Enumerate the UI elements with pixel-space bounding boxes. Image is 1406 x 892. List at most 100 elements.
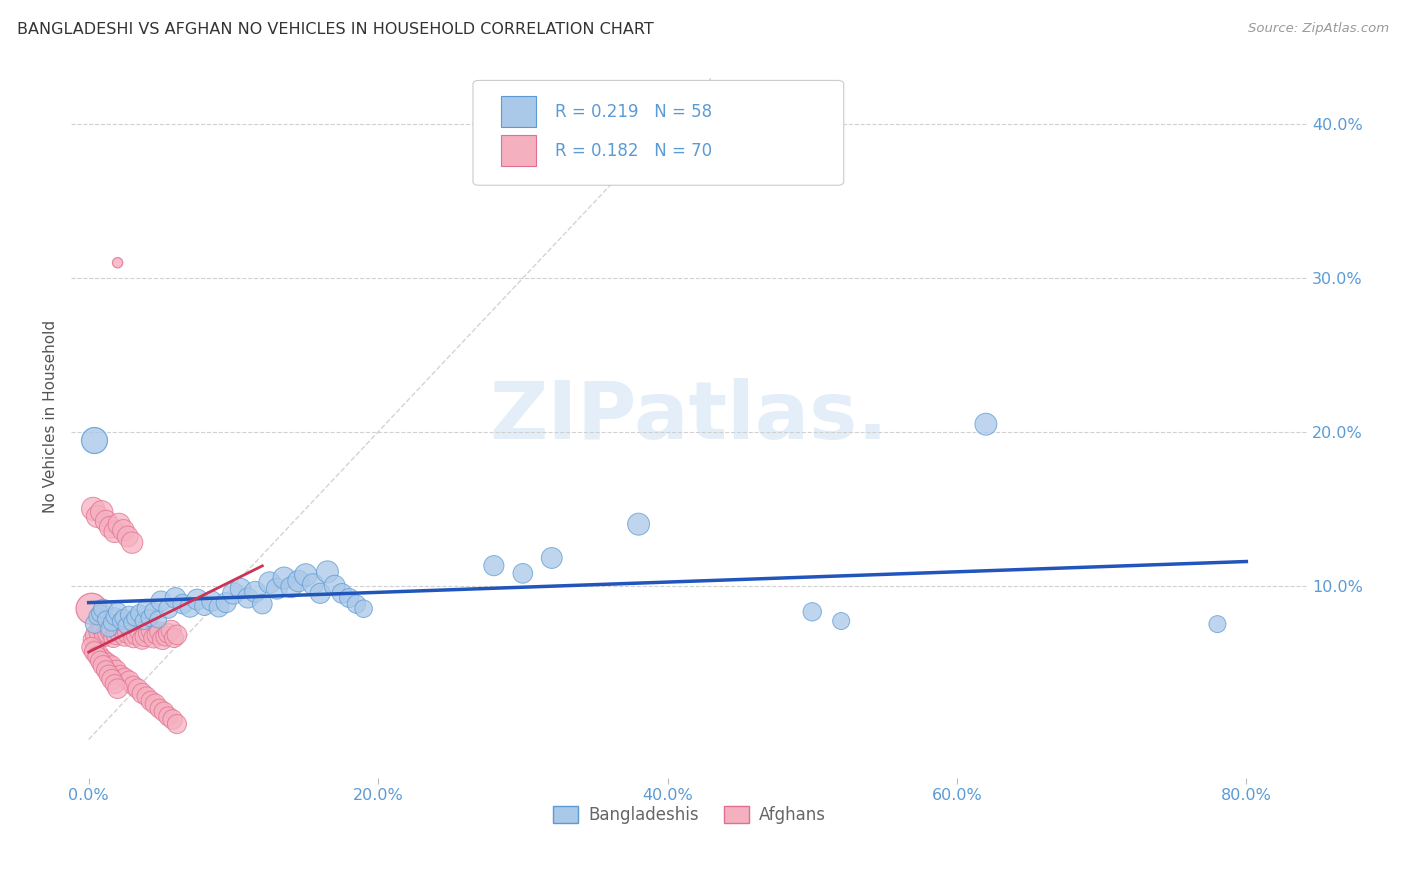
Point [353, 601, 375, 615]
Point [121, 615, 143, 630]
Point [86, 649, 108, 664]
Text: R = 0.219   N = 58: R = 0.219 N = 58 [554, 103, 711, 120]
Legend: Bangladeshis, Afghans: Bangladeshis, Afghans [547, 799, 832, 831]
Point [84, 628, 107, 642]
Point [108, 624, 131, 639]
Point [83, 433, 105, 447]
Point [122, 631, 145, 645]
Y-axis label: No Vehicles in Household: No Vehicles in Household [44, 320, 58, 513]
Point [80, 640, 103, 655]
Point [208, 600, 231, 615]
Point [96, 656, 118, 670]
Point [323, 579, 346, 593]
Point [163, 631, 186, 645]
Point [201, 594, 224, 608]
Point [309, 586, 332, 600]
Point [111, 622, 134, 636]
Point [273, 571, 295, 585]
Point [90, 622, 112, 636]
Point [118, 673, 141, 688]
Point [337, 591, 360, 605]
Point [179, 600, 201, 615]
Point [482, 558, 505, 573]
Point [266, 582, 288, 596]
Point [117, 529, 139, 543]
Point [157, 709, 180, 723]
Point [512, 566, 534, 581]
Point [100, 624, 122, 638]
Point [83, 643, 105, 657]
Point [97, 668, 120, 682]
Point [627, 517, 650, 532]
Point [90, 505, 112, 519]
Point [120, 624, 142, 638]
Bar [502, 96, 536, 127]
Point [82, 632, 104, 647]
Point [138, 611, 160, 625]
Point [101, 658, 124, 673]
Point [104, 677, 127, 691]
Point [122, 679, 145, 693]
Point [114, 629, 136, 643]
Point [280, 580, 302, 594]
Point [135, 601, 157, 615]
Point [145, 628, 167, 642]
Point [830, 614, 852, 628]
Point [801, 605, 824, 619]
Point [125, 628, 148, 642]
Point [124, 611, 146, 625]
Point [142, 631, 165, 645]
Point [86, 509, 108, 524]
Point [136, 626, 159, 640]
Point [101, 615, 124, 630]
Point [91, 658, 114, 673]
Point [128, 624, 150, 639]
Point [166, 717, 188, 731]
Point [89, 607, 111, 621]
Point [165, 591, 187, 605]
Point [91, 652, 114, 666]
Point [105, 628, 128, 642]
Point [114, 671, 136, 685]
Point [294, 568, 316, 582]
Point [142, 605, 165, 619]
Point [86, 609, 108, 624]
Point [115, 618, 138, 632]
Point [101, 673, 124, 687]
Point [87, 624, 110, 639]
Point [91, 601, 114, 615]
Point [149, 624, 172, 639]
Point [80, 601, 103, 615]
Point [110, 668, 132, 682]
Point [132, 614, 155, 628]
Point [93, 629, 115, 643]
Point [117, 626, 139, 640]
Point [107, 256, 129, 270]
Point [139, 624, 162, 638]
Text: Source: ZipAtlas.com: Source: ZipAtlas.com [1249, 22, 1389, 36]
Point [103, 631, 125, 645]
Point [157, 601, 180, 615]
Point [104, 609, 127, 624]
Text: ZIPatlas.: ZIPatlas. [489, 377, 889, 456]
Point [110, 614, 132, 628]
Point [131, 686, 153, 700]
Point [160, 624, 183, 638]
Point [974, 417, 997, 432]
Point [229, 582, 252, 596]
Point [166, 628, 188, 642]
Point [112, 611, 135, 625]
Point [215, 596, 238, 610]
Point [330, 586, 353, 600]
Point [162, 713, 184, 727]
Point [131, 632, 153, 647]
FancyBboxPatch shape [472, 80, 844, 186]
Point [107, 605, 129, 619]
Point [87, 648, 110, 662]
Point [89, 654, 111, 668]
Point [135, 690, 157, 704]
Point [193, 599, 215, 613]
Point [153, 705, 176, 719]
Point [128, 607, 150, 621]
Point [172, 597, 194, 611]
